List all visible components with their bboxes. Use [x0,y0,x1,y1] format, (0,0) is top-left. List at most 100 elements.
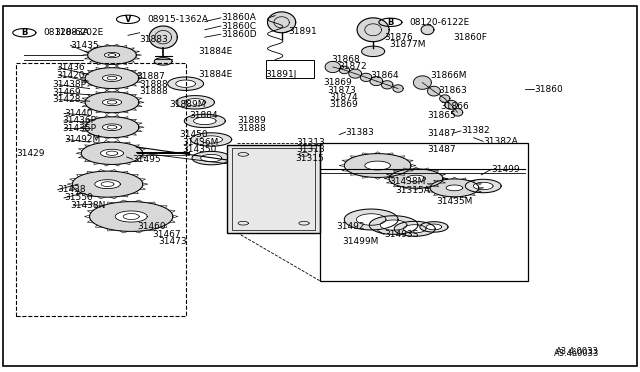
Text: 31883A: 31883A [54,28,89,37]
Text: 31872: 31872 [338,62,367,71]
Text: 31493S: 31493S [384,230,419,239]
Polygon shape [154,58,172,65]
Text: 31438P: 31438P [52,80,86,89]
Polygon shape [85,68,139,89]
Text: 31460: 31460 [138,222,166,231]
Text: 31487: 31487 [428,129,456,138]
Text: 31420: 31420 [56,71,85,80]
Text: 31891J: 31891J [266,70,297,79]
Polygon shape [420,222,448,232]
Text: 31487: 31487 [428,145,456,154]
Text: 31860D: 31860D [221,30,257,39]
Text: 31866: 31866 [440,102,469,110]
Text: 31435: 31435 [70,41,99,50]
Text: 31315: 31315 [296,154,324,163]
Polygon shape [149,26,177,48]
Text: 31888: 31888 [140,87,168,96]
Polygon shape [90,202,173,231]
Text: 31469: 31469 [52,88,81,97]
Bar [320,143,528,281]
Polygon shape [446,185,463,191]
Polygon shape [185,99,206,106]
Polygon shape [102,99,122,106]
Text: 31884: 31884 [189,111,218,120]
Polygon shape [394,221,435,236]
Polygon shape [168,77,204,90]
Text: A3.4å0033: A3.4å0033 [554,349,599,358]
Text: 31888: 31888 [237,124,266,133]
Polygon shape [393,85,403,92]
Text: 31884E: 31884E [198,47,233,56]
Text: 31438: 31438 [58,185,86,194]
Polygon shape [369,216,418,234]
Bar [232,148,315,230]
Polygon shape [176,80,195,87]
Text: 31873: 31873 [328,86,356,94]
Polygon shape [389,169,443,188]
Text: 31492: 31492 [336,222,365,231]
Polygon shape [445,100,458,109]
Text: 31435P: 31435P [63,124,97,133]
Polygon shape [365,161,390,170]
Text: 31860F: 31860F [453,33,487,42]
Text: 31868: 31868 [332,55,360,64]
Text: 31450: 31450 [179,130,208,139]
Polygon shape [102,124,122,131]
Polygon shape [357,18,389,42]
Text: 08120-6122E: 08120-6122E [410,18,470,27]
Polygon shape [349,69,362,78]
Text: 31436P: 31436P [63,116,97,125]
Polygon shape [102,75,122,81]
Polygon shape [339,66,349,74]
Polygon shape [344,154,411,177]
Text: A3.4.0033: A3.4.0033 [556,347,598,356]
Bar [266,60,314,78]
Polygon shape [85,117,139,138]
Text: 31889M: 31889M [170,100,206,109]
Polygon shape [403,225,426,233]
Polygon shape [193,117,216,125]
Polygon shape [381,81,393,89]
Text: 31383: 31383 [346,128,374,137]
Polygon shape [85,92,139,113]
Polygon shape [380,220,407,230]
Polygon shape [474,182,493,190]
Text: 31874: 31874 [330,93,358,102]
Text: 31429: 31429 [16,149,45,158]
Text: 31438N: 31438N [70,201,106,210]
Text: 08915-1362A: 08915-1362A [147,15,208,24]
Text: 31860: 31860 [534,85,563,94]
Text: 31499M: 31499M [342,237,379,246]
Text: 31382A: 31382A [483,137,518,146]
Text: 31877M: 31877M [389,40,426,49]
Polygon shape [104,52,120,58]
Text: 31315A: 31315A [396,186,430,195]
Text: 31467: 31467 [152,230,181,239]
Polygon shape [360,73,372,81]
Polygon shape [465,179,501,193]
Polygon shape [72,171,143,197]
Polygon shape [184,114,225,128]
Text: 31891: 31891 [288,27,317,36]
Text: 31860C: 31860C [221,22,256,31]
Text: 31865: 31865 [428,111,456,120]
Polygon shape [452,109,463,116]
Polygon shape [325,61,340,73]
Text: 31492M: 31492M [64,135,100,144]
Polygon shape [201,154,222,162]
Text: 31313: 31313 [296,138,325,147]
Polygon shape [356,214,386,225]
Text: B: B [387,18,394,27]
Text: 31313: 31313 [296,145,325,154]
Polygon shape [191,133,232,146]
Polygon shape [200,136,223,143]
Polygon shape [268,12,296,33]
Polygon shape [344,209,398,230]
Text: 31888: 31888 [140,80,168,89]
Polygon shape [362,46,385,57]
Text: 31438M: 31438M [389,177,426,186]
Text: 31864: 31864 [370,71,399,80]
Text: 31869: 31869 [330,100,358,109]
Text: 31889: 31889 [237,116,266,125]
Polygon shape [440,95,450,102]
